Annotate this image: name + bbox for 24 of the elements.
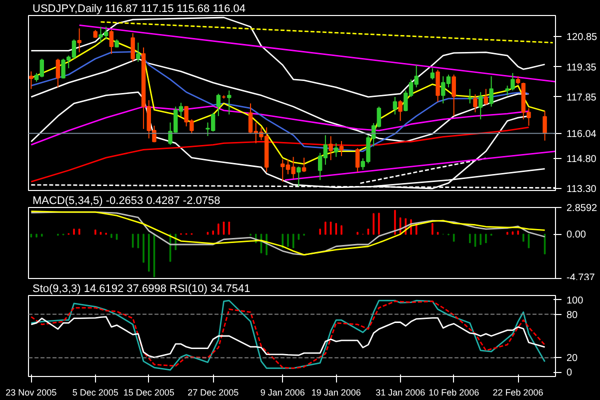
y-tick-label: 117.85 bbox=[566, 92, 597, 104]
y-tick-label: 20 bbox=[566, 353, 578, 364]
x-tick-label: 27 Dec 2005 bbox=[188, 388, 239, 398]
x-tick-label: 23 Nov 2005 bbox=[6, 388, 57, 398]
y-tick-label: 0 bbox=[566, 368, 572, 379]
x-tick-label: 31 Jan 2006 bbox=[376, 388, 426, 398]
y-tick-label: 113.30 bbox=[566, 184, 597, 195]
y-tick-label: 2.8592 bbox=[566, 203, 598, 214]
y-tick-label: 80 bbox=[566, 310, 578, 321]
chart-title: USDJPY,Daily 116.87 117.15 115.68 116.04 bbox=[32, 3, 246, 15]
x-tick-label: 5 Dec 2005 bbox=[72, 388, 118, 398]
x-tick-label: 22 Feb 2006 bbox=[492, 388, 544, 398]
chart-title: Sto(9,3,3) 14.6192 37.6998 RSI(10) 34.7541 bbox=[32, 283, 250, 295]
y-tick-label: 0.00 bbox=[566, 230, 586, 241]
x-tick-label: 19 Jan 2006 bbox=[311, 388, 361, 398]
x-tick-label: 9 Jan 2006 bbox=[260, 388, 305, 398]
y-tick-label: 100 bbox=[566, 295, 584, 306]
y-tick-label: 114.80 bbox=[566, 154, 597, 165]
chart-title: MACD(5,34,5) -0.2653 0.4287 -2.0758 bbox=[32, 195, 220, 207]
y-tick-label: 120.85 bbox=[566, 32, 598, 44]
x-tick-label: 10 Feb 2006 bbox=[428, 388, 480, 398]
y-tick-label: 119.35 bbox=[566, 62, 597, 74]
ref-line-label: 116.04 bbox=[566, 128, 597, 140]
x-tick-label: 15 Dec 2005 bbox=[123, 388, 174, 398]
